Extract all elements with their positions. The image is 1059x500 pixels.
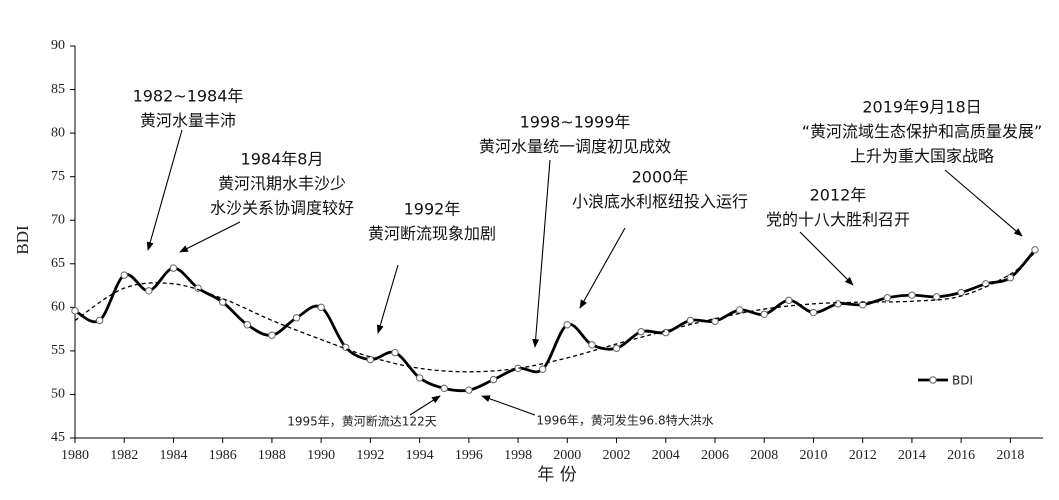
y-tick-label: 45 bbox=[51, 430, 65, 445]
annotation: 党的十八大胜利召开 bbox=[766, 210, 910, 229]
data-point bbox=[366, 355, 375, 364]
annotation: 2019年9月18日 bbox=[862, 98, 981, 117]
x-tick-label: 1998 bbox=[504, 448, 532, 463]
x-tick-label: 2016 bbox=[947, 448, 975, 463]
data-point bbox=[243, 321, 252, 329]
annotation-arrow bbox=[409, 395, 441, 416]
x-tick-label: 2012 bbox=[849, 448, 877, 463]
annotation-arrow bbox=[944, 169, 1023, 237]
x-axis-label: 年 份 bbox=[537, 465, 576, 485]
data-point bbox=[1006, 274, 1015, 282]
annotation-arrow bbox=[179, 221, 241, 253]
x-tick-label: 1984 bbox=[159, 448, 187, 463]
y-tick-label: 90 bbox=[51, 38, 65, 53]
data-point bbox=[760, 310, 768, 319]
annotation: 黄河水量丰沛 bbox=[140, 111, 236, 130]
data-point bbox=[292, 314, 301, 322]
data-point bbox=[809, 308, 818, 317]
data-point bbox=[415, 374, 424, 382]
data-point bbox=[95, 316, 104, 325]
data-point bbox=[711, 317, 719, 325]
x-tick-label: 1982 bbox=[110, 448, 138, 463]
x-tick-label: 2004 bbox=[652, 448, 680, 463]
annotation-arrow bbox=[376, 264, 399, 334]
y-tick-label: 50 bbox=[51, 387, 65, 402]
x-tick-label: 1992 bbox=[356, 448, 384, 463]
data-point bbox=[637, 328, 645, 336]
x-tick-label: 1980 bbox=[61, 448, 89, 463]
annotation: 黄河汛期水丰沙少 bbox=[218, 174, 346, 193]
data-point bbox=[588, 341, 596, 349]
annotation: 上升为重大国家战略 bbox=[850, 147, 994, 166]
y-tick-label: 85 bbox=[51, 82, 65, 97]
data-point bbox=[317, 303, 325, 312]
data-point bbox=[120, 271, 128, 279]
x-tick-label: 2010 bbox=[799, 448, 827, 463]
annotation: 水沙关系协调度较好 bbox=[210, 199, 354, 218]
legend-marker bbox=[929, 376, 937, 384]
annotation: 1996年，黄河发生96.8特大洪水 bbox=[536, 413, 713, 428]
x-tick-label: 2014 bbox=[898, 448, 926, 463]
data-point bbox=[489, 375, 498, 384]
data-point bbox=[932, 293, 941, 301]
annotation: 小浪底水利枢纽投入运行 bbox=[572, 192, 748, 211]
annotation-arrow bbox=[532, 159, 551, 348]
data-point bbox=[785, 296, 793, 305]
data-point bbox=[563, 321, 572, 329]
annotation: 1992年 bbox=[404, 200, 461, 219]
data-point bbox=[145, 287, 153, 295]
data-point bbox=[612, 344, 621, 352]
y-tick-label: 65 bbox=[51, 256, 65, 271]
data-point bbox=[834, 300, 842, 308]
y-tick-label: 60 bbox=[51, 300, 65, 315]
x-tick-label: 2008 bbox=[750, 448, 778, 463]
annotation-arrow bbox=[799, 231, 854, 286]
y-tick-label: 75 bbox=[51, 169, 65, 184]
data-point bbox=[957, 288, 965, 297]
data-point bbox=[440, 384, 448, 393]
annotation: 2000年 bbox=[632, 168, 689, 187]
y-tick-label: 55 bbox=[51, 343, 65, 358]
x-tick-label: 2000 bbox=[553, 448, 581, 463]
x-tick-label: 1986 bbox=[209, 448, 237, 463]
data-point bbox=[268, 331, 276, 339]
legend-label: BDI bbox=[952, 374, 973, 388]
x-tick-label: 1996 bbox=[455, 448, 483, 463]
data-point bbox=[391, 348, 399, 357]
annotation-arrow bbox=[146, 129, 183, 251]
x-tick-label: 1988 bbox=[258, 448, 286, 463]
data-point bbox=[1031, 246, 1039, 254]
trend-line bbox=[74, 251, 1036, 373]
annotation: 黄河断流现象加剧 bbox=[368, 224, 496, 243]
data-point bbox=[908, 291, 916, 299]
annotation: 1984年8月 bbox=[241, 150, 324, 169]
data-point bbox=[883, 294, 892, 302]
x-tick-label: 2002 bbox=[603, 448, 631, 463]
y-axis-label: BDI bbox=[13, 225, 32, 255]
x-tick-label: 1990 bbox=[307, 448, 335, 463]
annotation: 黄河水量统一调度初见成效 bbox=[479, 137, 671, 156]
annotation-arrow bbox=[481, 395, 536, 416]
data-point bbox=[218, 298, 227, 306]
data-line bbox=[74, 248, 1037, 393]
x-tick-label: 2006 bbox=[701, 448, 729, 463]
data-point bbox=[735, 306, 744, 314]
annotation: “黄河流域生态保护和高质量发展” bbox=[802, 122, 1043, 141]
y-tick-label: 80 bbox=[51, 125, 65, 140]
x-tick-label: 1994 bbox=[406, 448, 434, 463]
data-point bbox=[465, 386, 473, 394]
annotation: 1995年，黄河断流达122天 bbox=[287, 414, 436, 429]
data-point bbox=[538, 365, 547, 373]
y-tick-label: 70 bbox=[51, 212, 65, 227]
data-point bbox=[71, 307, 79, 315]
x-tick-label: 2018 bbox=[996, 448, 1024, 463]
data-point bbox=[686, 316, 695, 325]
data-point bbox=[169, 264, 178, 272]
annotation: 2012年 bbox=[810, 186, 867, 205]
annotation: 1982~1984年 bbox=[133, 87, 244, 106]
annotation: 1998~1999年 bbox=[520, 113, 631, 132]
annotation-arrow bbox=[579, 227, 626, 309]
